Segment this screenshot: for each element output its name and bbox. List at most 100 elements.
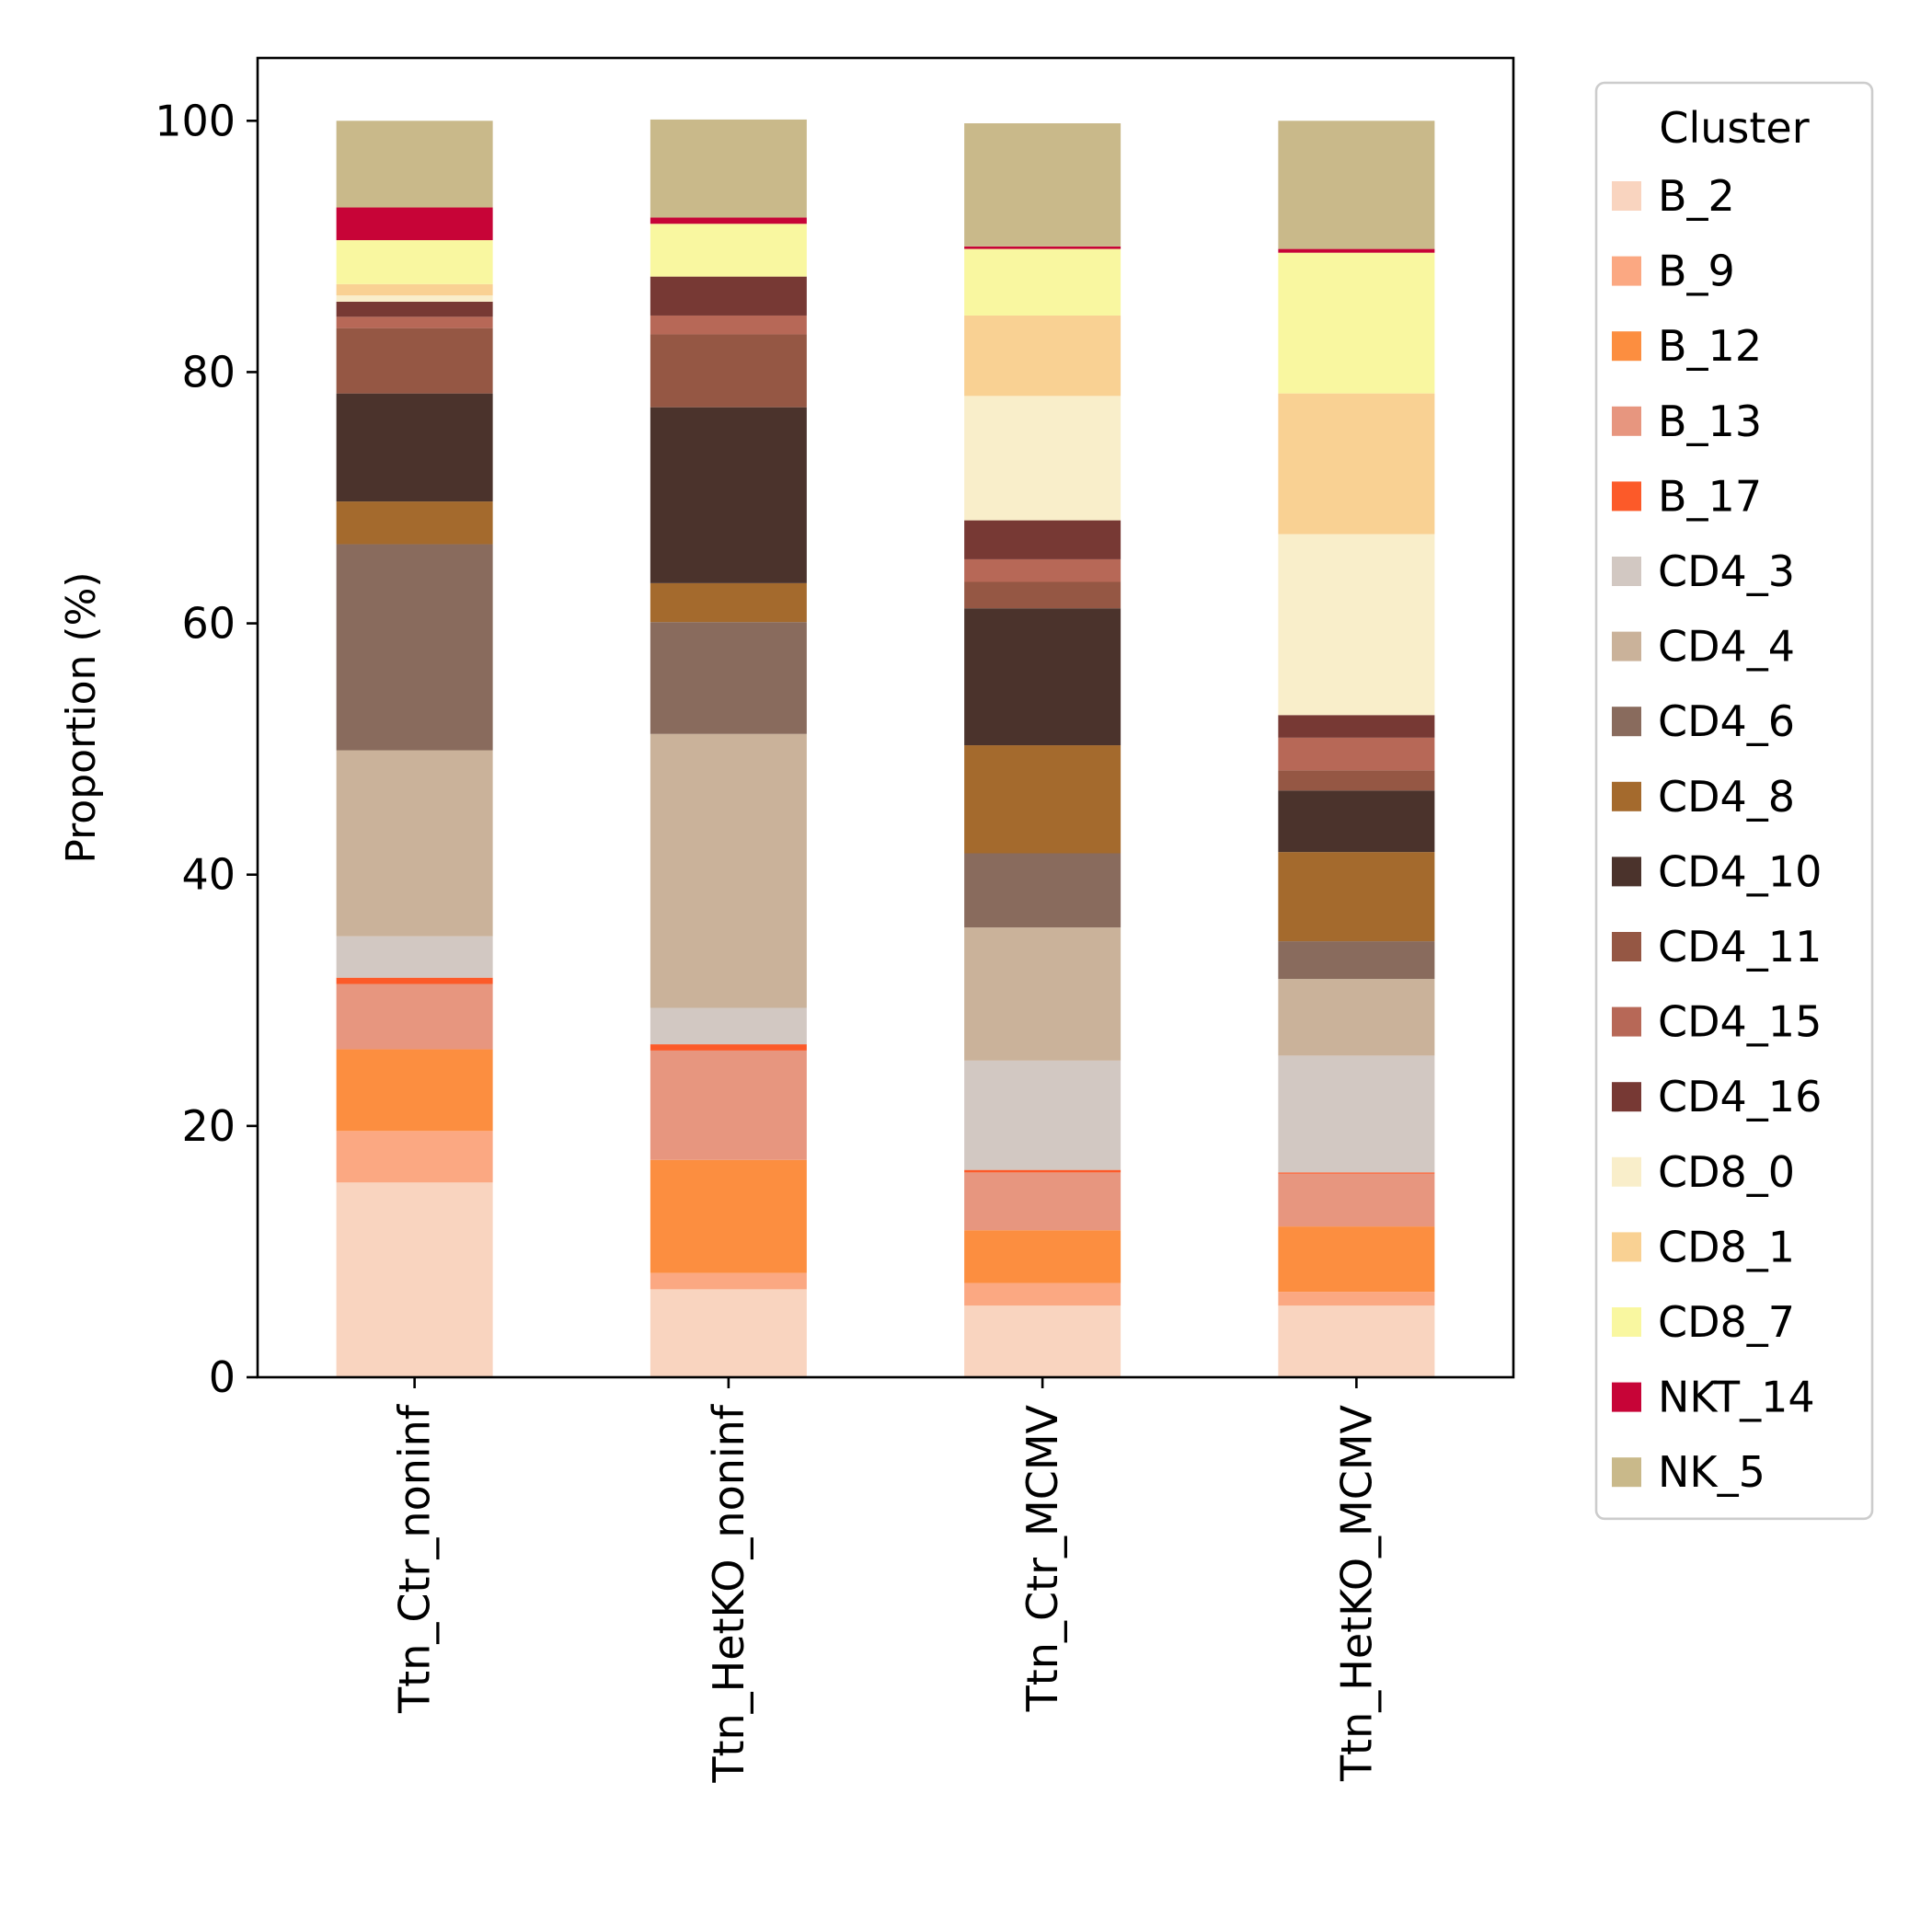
bar-segment-cd4-4-1 [336,750,493,937]
bar-segment-cd4-15-3 [964,558,1121,582]
legend-swatch [1612,1382,1641,1412]
bar-segment-b-12-1 [336,1049,493,1132]
bar-segment-cd4-10-1 [336,393,493,502]
bar-segment-cd4-15-2 [650,315,807,335]
plot-area: 0 20 40 60 80 100 Ttn_Ctr_noninf Ttn_HetKO_non… [58,56,1515,1784]
bar-segment-cd4-3-2 [650,1007,807,1045]
legend-swatch [1612,781,1641,811]
legend-label: B_9 [1658,247,1735,296]
bar-segment-b-2-2 [650,1289,807,1377]
legend-label: NK_5 [1658,1447,1765,1497]
bar-segment-cd4-16-1 [336,301,493,317]
legend-swatch [1612,1156,1641,1187]
legend-swatch [1612,1232,1641,1262]
y-tick-label: 100 [155,96,236,145]
legend-label: NKT_14 [1658,1373,1815,1422]
legend-label: CD8_1 [1658,1222,1795,1271]
bar-segment-cd4-11-1 [336,328,493,394]
bar-segment-cd8-7-4 [1278,252,1435,394]
y-tick-label: 80 [181,347,236,397]
bar-segment-cd8-0-3 [964,396,1121,521]
legend-swatch [1612,331,1641,362]
legend-swatch [1612,481,1641,512]
legend-label: CD4_15 [1658,997,1822,1047]
bar-segment-b-13-1 [336,983,493,1050]
y-tick-label: 60 [181,599,236,649]
legend-label: CD4_6 [1658,696,1795,746]
bar-segment-cd4-10-3 [964,608,1121,746]
bar-segment-b-9-4 [1278,1292,1435,1306]
bar-segment-b-13-2 [650,1050,807,1160]
legend-label: CD8_7 [1658,1297,1795,1347]
bar-segment-b-12-3 [964,1230,1121,1283]
legend-label: CD4_10 [1658,846,1822,896]
bar-segment-nk-5-3 [964,123,1121,247]
bar-segment-cd4-10-2 [650,407,807,583]
bar-segment-cd4-6-4 [1278,941,1435,980]
bar-segment-nk-5-1 [336,121,493,208]
bar-segment-b-2-3 [964,1305,1121,1377]
legend-swatch [1612,1006,1641,1037]
bar-segment-b-17-4 [1278,1172,1435,1174]
bar-segment-cd8-7-2 [650,224,807,277]
legend-swatch [1612,557,1641,586]
bar-segment-cd4-4-3 [964,927,1121,1061]
x-axis: Ttn_Ctr_noninf Ttn_HetKO_noninf Ttn_Ctr_MC… [390,1377,1381,1784]
bar-segment-cd4-6-2 [650,622,807,734]
legend-swatch [1612,181,1641,211]
bar-segment-cd8-7-3 [964,248,1121,316]
bar-segment-cd4-11-2 [650,334,807,408]
axes-frame [256,56,1515,1379]
bar-segment-cd4-15-1 [336,316,493,328]
legend-label: CD4_4 [1658,622,1795,672]
bar-segment-b-2-1 [336,1182,493,1377]
bar-segment-nk-5-2 [650,119,807,218]
bar-segment-b-12-2 [650,1159,807,1273]
bar-segment-b-12-4 [1278,1226,1435,1293]
bar-segment-cd4-8-4 [1278,852,1435,942]
y-tick-label: 20 [181,1101,236,1151]
y-tick-label: 40 [181,850,236,900]
legend-swatch [1612,1307,1641,1337]
bar-segment-b-9-2 [650,1272,807,1290]
legend-swatch [1612,631,1641,661]
legend-label: CD4_16 [1658,1072,1822,1121]
legend-label: B_13 [1658,397,1762,446]
bar-segment-cd4-8-1 [336,501,493,545]
legend-label: B_12 [1658,321,1762,371]
bar-segment-b-13-4 [1278,1173,1435,1227]
legend-box [1594,81,1874,1521]
legend-label: CD4_3 [1658,546,1795,596]
legend-title: Cluster [1659,103,1809,153]
bar-segment-cd8-1-3 [964,315,1121,397]
bar-segment-b-17-2 [650,1044,807,1051]
bar-segment-cd4-10-4 [1278,790,1435,853]
x-tick-label: Ttn_Ctr_noninf [390,1403,440,1714]
bar-segment-cd4-4-4 [1278,979,1435,1056]
x-tick-label: Ttn_HetKO_noninf [704,1403,753,1783]
bar-segment-cd4-16-3 [964,520,1121,559]
x-tick-label: Ttn_Ctr_MCMV [1018,1404,1067,1712]
bars-layer [336,119,1435,1377]
legend-swatch [1612,406,1641,436]
bar-segment-nkt-14-4 [1278,248,1435,253]
legend-swatch [1612,1082,1641,1112]
bar-segment-cd4-4-2 [650,733,807,1008]
bar-segment-b-9-1 [336,1131,493,1183]
bar-segment-cd8-0-1 [336,295,493,302]
y-tick-label: 0 [209,1352,236,1402]
bar-segment-cd8-1-1 [336,283,493,296]
bar-segment-cd4-3-3 [964,1060,1121,1170]
bar-segment-nkt-14-1 [336,207,493,241]
bar-segment-cd4-16-4 [1278,715,1435,738]
bar-segment-cd4-3-4 [1278,1055,1435,1173]
bar-segment-b-13-3 [964,1172,1121,1231]
legend-swatch [1612,932,1641,961]
x-tick-label: Ttn_HetKO_MCMV [1331,1404,1381,1782]
legend-swatch [1612,1457,1641,1488]
legend-swatch [1612,256,1641,286]
bar-segment-cd4-6-3 [964,853,1121,928]
bar-segment-b-2-4 [1278,1305,1435,1377]
legend-swatch [1612,857,1641,887]
